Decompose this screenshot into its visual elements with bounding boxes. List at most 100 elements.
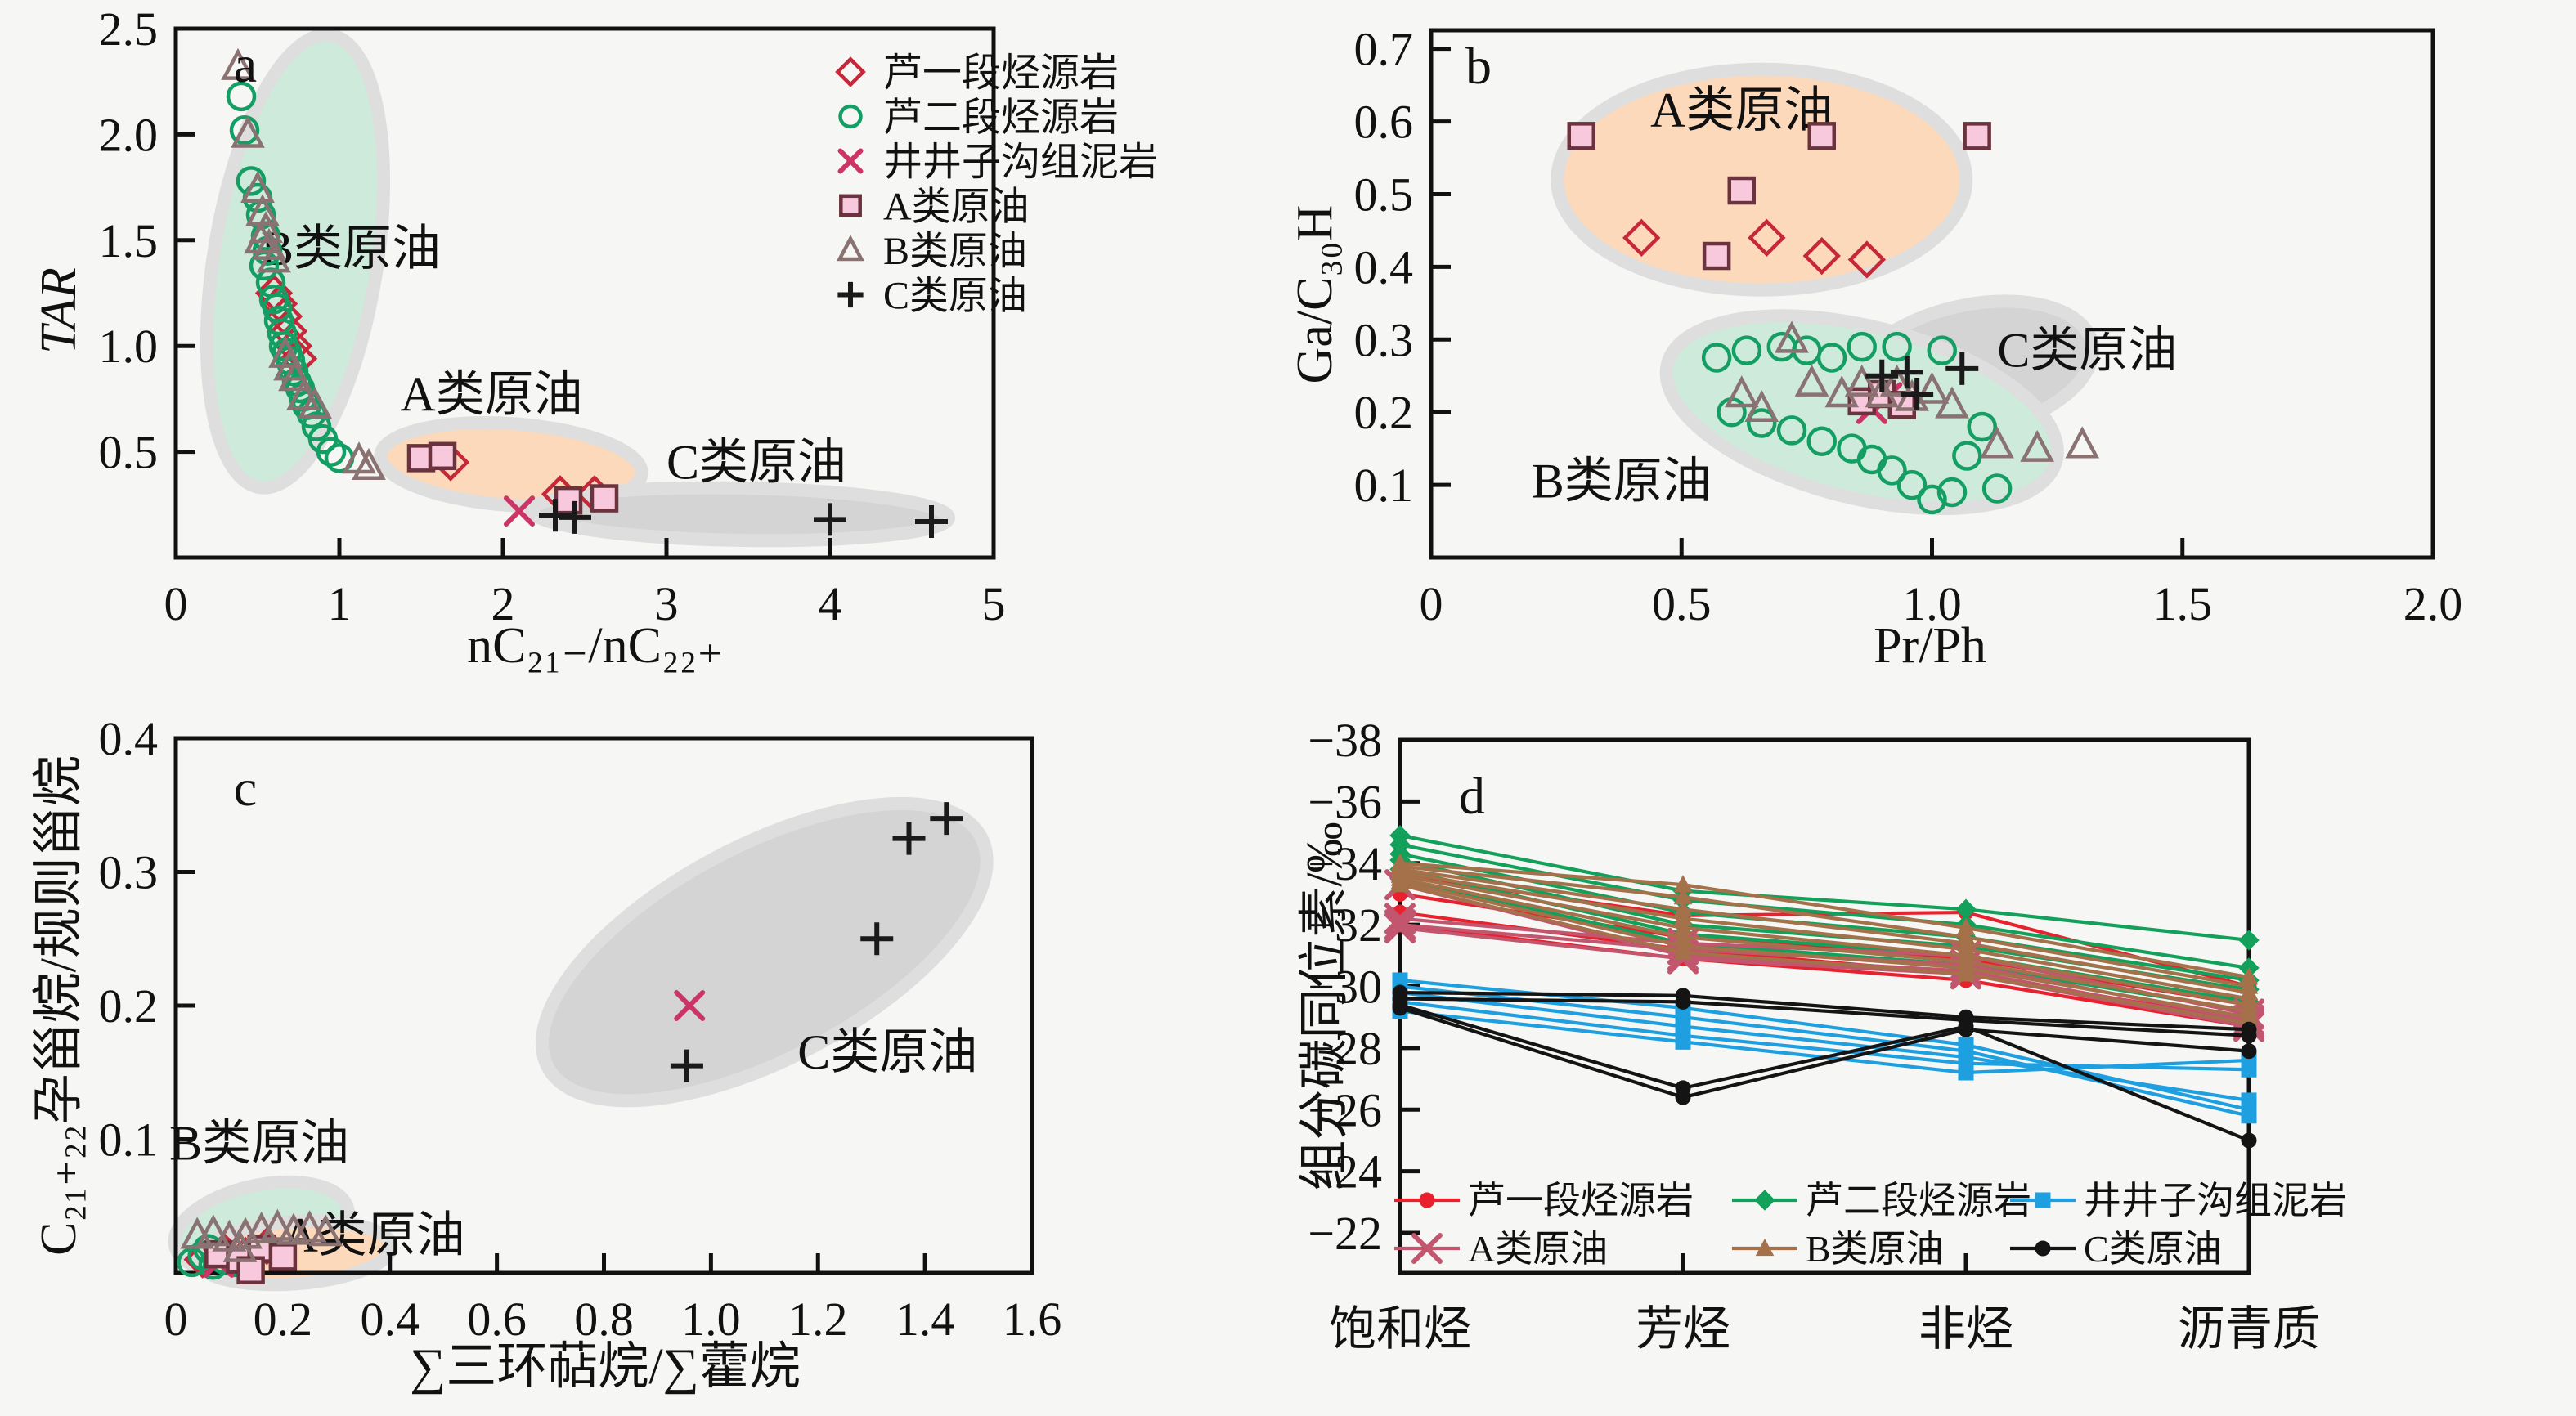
svg-text:沥青质: 沥青质: [2178, 1302, 2320, 1356]
svg-text:芦二段烃源岩: 芦二段烃源岩: [1806, 1180, 2031, 1221]
svg-text:饱和烃: 饱和烃: [1329, 1302, 1471, 1356]
panel-b-xlabel: Pr/Ph: [1874, 618, 1986, 674]
panel-d: 饱和烃 芳烃 非烃 沥青质 −38 −36 −34 −32 −30 −28 −26 −24 −22 d 组分…: [1297, 714, 2347, 1356]
panel-c-x-axis: 0 0.2 0.4 0.6 0.8 1.0 1.2 1.4 1.6: [164, 1253, 1061, 1346]
svg-text:0.4: 0.4: [1354, 240, 1414, 294]
svg-text:2.0: 2.0: [99, 108, 159, 161]
svg-text:1: 1: [328, 577, 352, 630]
panel-a-C-oil-region: [525, 481, 955, 548]
svg-text:芦一段烃源岩: 芦一段烃源岩: [1468, 1180, 1694, 1221]
svg-text:C类原油: C类原油: [2084, 1228, 2222, 1270]
panel-c-y-axis: 0.1 0.2 0.3 0.4: [99, 712, 195, 1167]
panel-b-series-C类原油: [1865, 352, 1979, 410]
svg-text:0.2: 0.2: [254, 1293, 313, 1346]
panel-b-letter: b: [1465, 37, 1492, 95]
panel-c-series-C类原油: [670, 802, 963, 1082]
panel-a-series-B类原油: [221, 47, 386, 481]
panel-c-ylabel: C₂₁₊₂₂孕甾烷/规则甾烷: [31, 755, 87, 1256]
panel-a-letter: a: [234, 35, 257, 93]
svg-text:1.0: 1.0: [99, 320, 159, 373]
svg-text:井井子沟组泥岩: 井井子沟组泥岩: [883, 141, 1158, 184]
svg-text:芦二段烃源岩: 芦二段烃源岩: [883, 96, 1119, 140]
svg-text:0.5: 0.5: [1354, 168, 1414, 221]
svg-text:4: 4: [819, 577, 842, 630]
svg-text:1.4: 1.4: [895, 1293, 955, 1346]
panel-a-ylabel: TAR: [31, 267, 87, 354]
svg-text:0.4: 0.4: [361, 1293, 420, 1346]
svg-text:C类原油: C类原油: [797, 1025, 977, 1079]
panel-d-legend: 芦一段烃源岩 芦二段烃源岩 井井子沟组泥岩 A类原油 B类原油 C类原油: [1394, 1180, 2347, 1270]
svg-text:A类原油: A类原油: [400, 368, 582, 422]
panel-a-series-井井子沟组泥岩: [504, 495, 535, 527]
panel-a-region-label: A类原油: [400, 368, 582, 422]
panel-a-series-C类原油: [539, 499, 948, 539]
svg-text:−22: −22: [1308, 1207, 1382, 1260]
panel-c-letter: c: [234, 759, 257, 817]
svg-text:组分碳同位素/‰: 组分碳同位素/‰: [1297, 822, 1353, 1190]
svg-text:TAR: TAR: [31, 267, 87, 354]
svg-text:0.8: 0.8: [574, 1293, 634, 1346]
panel-b-A-oil-region: [1551, 62, 1973, 297]
svg-text:Ga/C₃₀H: Ga/C₃₀H: [1287, 205, 1343, 384]
svg-text:1.5: 1.5: [99, 214, 159, 267]
svg-text:−26: −26: [1308, 1083, 1382, 1136]
panel-b-region-label: B类原油: [1532, 455, 1712, 509]
svg-text:−32: −32: [1308, 898, 1382, 952]
panel-b: 0 0.5 1.0 1.5 2.0 0.1 0.2 0.3 0.4 0.5 0.6 0.7 A类原油 C类…: [1287, 23, 2462, 674]
panel-c-series-B类原油: [180, 1208, 343, 1262]
svg-text:1.5: 1.5: [2153, 577, 2213, 630]
svg-text:C类原油: C类原油: [883, 275, 1027, 318]
panel-c-C-oil-region: [535, 796, 994, 1108]
svg-text:0.1: 0.1: [99, 1114, 159, 1167]
panel-d-ylabel: 组分碳同位素/‰: [1297, 822, 1353, 1190]
svg-text:0.2: 0.2: [1354, 386, 1414, 439]
panel-d-series-B类原油: [1390, 853, 2259, 1031]
svg-text:1.0: 1.0: [681, 1293, 741, 1346]
svg-text:0.7: 0.7: [1354, 23, 1414, 76]
svg-text:0.6: 0.6: [1354, 96, 1414, 149]
svg-text:非烃: 非烃: [1919, 1302, 2013, 1356]
panel-a-region-label: C类原油: [666, 436, 846, 490]
svg-text:3: 3: [655, 577, 679, 630]
panel-a-x-axis: 0 1 2 3 4 5: [164, 538, 1006, 630]
svg-text:B类原油: B类原油: [261, 222, 441, 276]
panel-d-letter: d: [1459, 767, 1485, 825]
svg-text:0.3: 0.3: [1354, 313, 1414, 366]
svg-text:0: 0: [1420, 577, 1443, 630]
svg-text:∑三环萜烷/∑藿烷: ∑三环萜烷/∑藿烷: [410, 1339, 801, 1395]
panel-a-B-oil-region: [200, 28, 391, 495]
svg-text:1.0: 1.0: [1902, 577, 1962, 630]
svg-text:nC₂₁₋/nC₂₂₊: nC₂₁₋/nC₂₂₊: [467, 618, 724, 674]
svg-text:0.5: 0.5: [1652, 577, 1712, 630]
svg-text:−34: −34: [1308, 837, 1382, 890]
svg-text:0.3: 0.3: [99, 846, 159, 899]
panel-b-series-芦二段烃源岩: [1701, 331, 2013, 515]
svg-text:0.1: 0.1: [1354, 459, 1414, 512]
svg-text:1.2: 1.2: [788, 1293, 848, 1346]
svg-text:B类原油: B类原油: [883, 230, 1027, 273]
svg-text:2: 2: [491, 577, 515, 630]
panel-c-region-label: B类原油: [169, 1116, 349, 1170]
svg-text:b: b: [1465, 37, 1492, 95]
panel-c: 0 0.2 0.4 0.6 0.8 1.0 1.2 1.4 1.6 0.1 0.2 0.3 0.4 B类原…: [31, 712, 1061, 1395]
panel-b-series-A类原油: [1567, 122, 1991, 419]
svg-text:A类原油: A类原油: [883, 186, 1030, 229]
svg-text:c: c: [234, 759, 257, 817]
svg-text:0: 0: [164, 1293, 188, 1346]
svg-text:Pr/Ph: Pr/Ph: [1874, 618, 1986, 674]
svg-text:0.6: 0.6: [467, 1293, 527, 1346]
svg-text:0.4: 0.4: [99, 712, 159, 765]
svg-text:0.5: 0.5: [99, 426, 159, 479]
panel-d-series-C类原油: [1392, 984, 2257, 1149]
panel-b-region-label: A类原油: [1650, 83, 1833, 137]
panel-d-y-axis: −38 −36 −34 −32 −30 −28 −26 −24 −22: [1308, 714, 1420, 1260]
svg-text:−30: −30: [1308, 961, 1382, 1014]
panel-a-y-axis: 0.5 1.0 1.5 2.0 2.5: [99, 2, 195, 479]
panel-c-xlabel: ∑三环萜烷/∑藿烷: [410, 1339, 801, 1395]
panel-b-y-axis: 0.1 0.2 0.3 0.4 0.5 0.6 0.7: [1354, 23, 1451, 512]
svg-text:芦一段烃源岩: 芦一段烃源岩: [883, 52, 1119, 95]
panel-a: 0 1 2 3 4 50.51.01.52.02.5B类原油A类原油C类原油anC₂₁₋/…: [31, 2, 1158, 674]
